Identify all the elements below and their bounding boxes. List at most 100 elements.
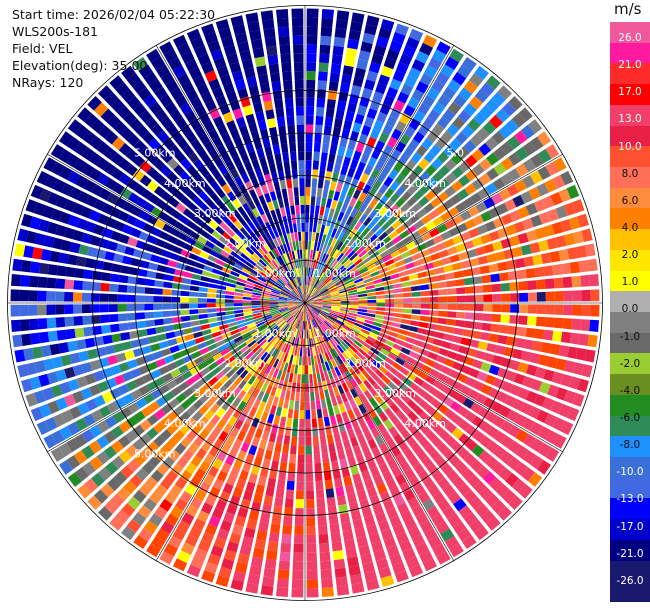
velocity-gate <box>315 116 323 126</box>
velocity-gate <box>299 419 304 428</box>
velocity-gate <box>414 259 424 267</box>
colorbar-tick: -17.0 <box>610 521 650 533</box>
velocity-gate <box>139 260 149 269</box>
velocity-gate <box>447 288 456 295</box>
velocity-gate <box>58 342 69 353</box>
velocity-gate <box>172 283 182 289</box>
velocity-gate <box>292 579 304 588</box>
velocity-gate <box>465 312 474 319</box>
velocity-gate <box>338 174 346 184</box>
velocity-gate <box>573 305 582 316</box>
velocity-gate <box>307 579 319 588</box>
velocity-gate <box>303 330 305 339</box>
velocity-gate <box>367 303 376 306</box>
velocity-gate <box>303 258 305 267</box>
velocity-gate <box>313 374 317 383</box>
velocity-gate <box>285 206 290 216</box>
velocity-gate <box>316 490 324 500</box>
velocity-gate <box>305 357 308 366</box>
velocity-gate <box>320 435 327 445</box>
velocity-gate <box>267 414 274 424</box>
velocity-gate <box>207 293 216 298</box>
velocity-gate <box>309 223 313 232</box>
velocity-gate <box>260 513 270 523</box>
velocity-gate <box>455 279 465 286</box>
colorbar-title: m/s <box>614 0 641 18</box>
velocity-gate <box>278 171 285 181</box>
velocity-gate <box>100 315 110 324</box>
velocity-gate <box>492 284 502 292</box>
velocity-gate <box>281 62 291 72</box>
velocity-gate <box>300 401 304 410</box>
velocity-gate <box>316 197 321 206</box>
velocity-gate <box>376 299 385 302</box>
velocity-gate <box>278 569 290 579</box>
velocity-gate <box>159 257 169 265</box>
velocity-gate <box>528 304 537 313</box>
velocity-gate <box>191 280 201 286</box>
velocity-gate <box>118 304 127 312</box>
velocity-gate <box>252 301 261 303</box>
velocity-gate <box>111 263 121 272</box>
velocity-gate <box>207 308 216 313</box>
velocity-gate <box>297 223 301 232</box>
velocity-gate <box>570 261 580 273</box>
velocity-gate <box>326 108 335 118</box>
velocity-gate <box>543 330 553 341</box>
velocity-gate <box>391 278 401 284</box>
velocity-gate <box>298 160 304 169</box>
velocity-gate <box>325 425 332 435</box>
velocity-gate <box>280 462 288 472</box>
velocity-gate <box>430 304 439 309</box>
velocity-gate <box>350 301 359 303</box>
velocity-gate <box>441 341 451 349</box>
velocity-gate <box>285 170 291 180</box>
velocity-gate <box>127 285 136 293</box>
velocity-gate <box>294 526 303 535</box>
velocity-gate <box>269 303 278 305</box>
velocity-gate <box>298 232 301 241</box>
velocity-gate <box>271 81 281 91</box>
velocity-gate <box>445 272 455 279</box>
velocity-gate <box>545 317 555 328</box>
velocity-gate <box>136 312 145 319</box>
velocity-gate <box>48 331 58 342</box>
velocity-gate <box>314 143 321 152</box>
velocity-gate <box>306 535 316 544</box>
velocity-gate <box>264 146 272 156</box>
velocity-gate <box>261 585 274 595</box>
velocity-gate <box>426 330 436 337</box>
velocity-gate <box>276 9 288 19</box>
velocity-gate <box>270 72 280 82</box>
velocity-gate <box>67 254 78 265</box>
velocity-gate <box>153 304 162 310</box>
velocity-gate <box>278 27 290 37</box>
velocity-gate <box>311 196 316 205</box>
velocity-gate <box>306 98 314 107</box>
velocity-gate <box>343 439 351 449</box>
velocity-gate <box>394 308 403 313</box>
colorbar-tick: -10.0 <box>610 466 650 478</box>
velocity-gate <box>306 526 315 535</box>
velocity-gate <box>290 152 297 161</box>
scan-metadata: Start time: 2026/02/04 05:22:30 WLS200s-… <box>12 6 215 91</box>
velocity-gate <box>298 365 301 374</box>
velocity-gate <box>159 341 169 349</box>
velocity-gate <box>307 588 319 597</box>
velocity-gate <box>64 304 73 314</box>
velocity-gate <box>339 137 348 147</box>
velocity-gate <box>109 294 118 302</box>
velocity-gate <box>438 289 447 295</box>
velocity-gate <box>183 328 193 335</box>
velocity-gate <box>315 391 320 400</box>
velocity-gate <box>225 303 234 306</box>
velocity-gate <box>290 205 295 214</box>
velocity-gate <box>258 120 267 130</box>
velocity-gate <box>421 304 430 309</box>
velocity-gate <box>590 289 599 301</box>
velocity-gate <box>311 241 315 250</box>
velocity-gate <box>303 348 305 357</box>
velocity-gate <box>155 326 165 333</box>
velocity-gate <box>284 435 291 445</box>
velocity-gate <box>344 56 355 67</box>
